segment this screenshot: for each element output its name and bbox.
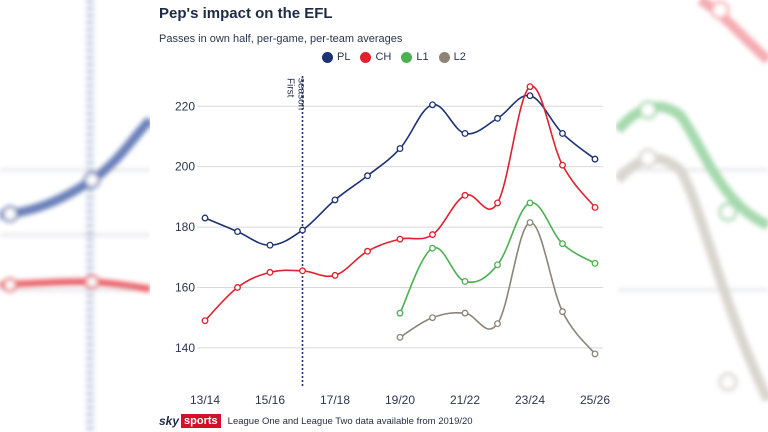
x-tick-label-21-22: 21/22: [450, 393, 480, 407]
x-tick-label-17-18: 17/18: [320, 393, 350, 407]
data-point-pl-16-17: [299, 226, 306, 234]
sky-sports-logo: sky sports: [159, 414, 221, 428]
legend-swatch-ch: [360, 51, 372, 63]
footer: sky sports League One and League Two dat…: [159, 414, 473, 428]
x-tick-label-13-14: 13/14: [190, 393, 220, 407]
data-point-pl-21-22: [461, 130, 469, 137]
legend-label-pl: PL: [337, 51, 351, 63]
data-point-ch-21-22: [461, 191, 469, 199]
data-point-l2-23-24: [526, 219, 534, 226]
series-line-pl: [204, 94, 596, 246]
data-point-l2-19-20: [396, 333, 404, 341]
series-line-l1: [399, 202, 596, 314]
legend-item-ch: CH: [360, 51, 391, 63]
data-point-pl-15-16: [266, 241, 274, 249]
annotation-word: First: [285, 78, 296, 98]
x-tick-label-25-26: 25/26: [580, 393, 610, 407]
data-point-l2-21-22: [461, 309, 469, 317]
data-point-ch-25-26: [591, 203, 599, 211]
x-tick-label-19-20: 19/20: [385, 393, 415, 407]
legend-item-l1: L1: [401, 51, 429, 63]
data-point-l1-21-22: [461, 277, 469, 285]
data-point-l2-24-25: [559, 308, 566, 316]
annotation-word: season: [296, 78, 307, 110]
x-tick-label-15-16: 15/16: [255, 393, 285, 407]
legend-item-pl: PL: [322, 51, 350, 63]
y-tick-label-140: 140: [175, 341, 195, 355]
data-point-ch-19-20: [396, 235, 404, 243]
legend-label-l2: L2: [453, 51, 466, 63]
data-point-pl-23-24: [526, 92, 534, 100]
data-point-pl-20-21: [429, 101, 436, 109]
y-tick-label-180: 180: [175, 220, 195, 234]
legend-item-l2: L2: [438, 51, 466, 63]
data-point-ch-23-24: [526, 83, 534, 91]
legend-swatch-l2: [438, 51, 450, 63]
legend-label-l1: L1: [416, 51, 429, 63]
data-point-pl-25-26: [591, 155, 599, 163]
data-point-l1-20-21: [429, 244, 436, 252]
data-point-pl-22-23: [494, 114, 501, 122]
chart-subtitle: Passes in own half, per-game, per-team a…: [159, 33, 403, 45]
data-point-pl-13-14: [201, 214, 209, 222]
data-point-ch-24-25: [559, 161, 566, 169]
data-point-ch-20-21: [429, 231, 436, 239]
data-point-l1-23-24: [526, 199, 534, 207]
legend-label-ch: CH: [375, 51, 392, 63]
x-tick-label-23-24: 23/24: [515, 393, 545, 407]
series-line-ch: [204, 85, 596, 322]
footnote: League One and League Two data available…: [227, 415, 473, 427]
data-point-l1-22-23: [494, 261, 501, 269]
data-point-ch-13-14: [201, 317, 209, 325]
legend-swatch-l1: [401, 51, 413, 63]
legend-swatch-pl: [322, 51, 333, 63]
series-line-l2: [399, 221, 596, 355]
data-point-pl-18-19: [364, 172, 371, 180]
first-season-annotation: Firstseason: [285, 78, 307, 110]
y-tick-label-200: 200: [175, 160, 195, 174]
data-point-pl-17-18: [331, 196, 339, 204]
data-point-l2-25-26: [591, 350, 599, 358]
data-point-pl-14-15: [234, 228, 241, 236]
data-point-pl-19-20: [396, 145, 404, 153]
data-point-l2-20-21: [429, 314, 436, 322]
data-point-ch-22-23: [494, 199, 501, 207]
data-point-ch-15-16: [266, 268, 274, 276]
chart-card: [150, 0, 616, 432]
y-tick-label-220: 220: [175, 99, 195, 113]
data-point-pl-24-25: [559, 130, 566, 137]
data-point-ch-17-18: [331, 271, 339, 279]
data-point-l1-25-26: [591, 259, 599, 267]
data-point-l1-19-20: [396, 309, 404, 317]
data-point-ch-16-17: [299, 267, 306, 275]
data-point-ch-14-15: [234, 284, 241, 291]
logo-sky-text: sky: [159, 414, 180, 428]
data-point-l1-24-25: [559, 240, 566, 248]
data-point-l2-22-23: [494, 320, 501, 328]
chart-title: Pep's impact on the EFL: [159, 5, 333, 22]
y-tick-label-160: 160: [175, 280, 195, 294]
legend: PL CH L1 L2: [322, 51, 466, 63]
logo-sports-text: sports: [181, 414, 221, 428]
data-point-ch-18-19: [364, 247, 371, 255]
line-chart: 140 160 180 200 220 13/14 15/16 17/18 19/20 21/22…: [175, 76, 610, 407]
